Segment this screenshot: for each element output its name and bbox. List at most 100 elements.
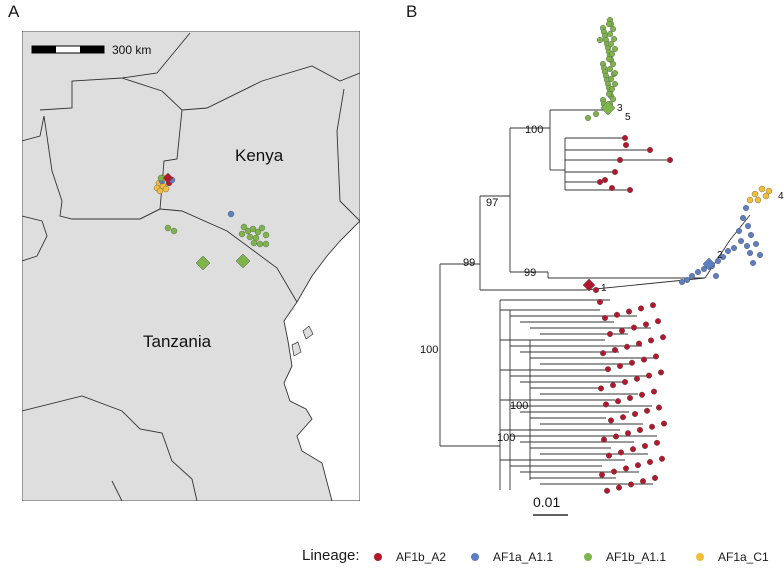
sample-point (621, 134, 628, 141)
scale-bar-seg-3 (80, 46, 104, 53)
reference-diamond (162, 172, 174, 184)
sample-point (646, 146, 653, 153)
sample-point (605, 90, 612, 97)
sample-point (757, 251, 764, 258)
border-southwest (111, 480, 123, 501)
marker-label: 2 (717, 250, 723, 261)
sample-point (636, 427, 643, 434)
phylogeny-panel: 100 97 99 99 100 100 100 1 2 3 4 5 0.01 (420, 16, 784, 516)
sample-point (601, 176, 608, 183)
sample-point (606, 331, 613, 338)
sample-point (627, 481, 634, 488)
sample-point (643, 407, 650, 414)
sample-point (609, 95, 616, 102)
sample-point (642, 321, 649, 328)
sample-point (605, 452, 612, 459)
island-pemba (302, 325, 314, 340)
sample-point (622, 141, 629, 148)
border-lake-west (22, 215, 48, 262)
map-sample-points (153, 172, 270, 271)
sample-point (619, 414, 626, 421)
marker-label: 1 (601, 283, 607, 294)
border-kenya-north (181, 65, 360, 111)
sample-point (614, 398, 621, 405)
sample-point (592, 110, 599, 117)
sample-point (765, 187, 773, 195)
sample-point (170, 227, 178, 235)
reference-diamond (582, 278, 596, 292)
sample-point (596, 299, 603, 306)
sample-point (624, 430, 631, 437)
legend-swatch (374, 553, 382, 561)
sample-point (607, 75, 614, 82)
sample-point (164, 224, 172, 232)
country-label-tanzania: Tanzania (143, 332, 212, 351)
tree-scale-label: 0.01 (533, 494, 560, 510)
sample-point (622, 465, 629, 472)
sample-point (639, 478, 646, 485)
bootstrap-label: 100 (497, 432, 515, 444)
sample-point (628, 359, 635, 366)
legend-label: AF1a_C1 (718, 550, 769, 564)
sample-point (747, 249, 754, 256)
sample-point (608, 85, 615, 92)
legend-item: AF1a_A1.1 (471, 550, 553, 564)
sample-point (611, 80, 618, 87)
reference-diamond (702, 257, 716, 271)
sample-point (635, 340, 642, 347)
sample-point (623, 343, 630, 350)
sample-point (616, 156, 623, 163)
bootstrap-label: 97 (486, 197, 498, 209)
sample-point (162, 185, 170, 193)
sample-point (633, 375, 640, 382)
legend-title: Lineage: (302, 547, 360, 564)
sample-point (256, 240, 264, 248)
sample-point (605, 20, 612, 27)
tree-branches (439, 109, 751, 490)
sample-point (736, 227, 743, 234)
sample-point (626, 395, 633, 402)
sample-point (262, 240, 270, 248)
sample-point (762, 192, 770, 200)
ocean (283, 220, 360, 501)
sample-point (156, 187, 164, 195)
bootstrap-label: 100 (420, 344, 438, 356)
marker-label: 4 (778, 191, 784, 202)
sample-point (660, 334, 667, 341)
sample-point (637, 305, 644, 312)
sample-point (661, 420, 668, 427)
sample-point (608, 184, 615, 191)
sample-point (689, 273, 696, 280)
sample-point (659, 455, 666, 462)
sample-point (249, 225, 257, 233)
sample-point (596, 178, 603, 185)
sample-point (258, 224, 266, 232)
sample-point (650, 388, 657, 395)
bootstrap-labels: 100 97 99 99 100 100 100 (420, 124, 543, 444)
sample-point (647, 337, 654, 344)
country-label-kenya: Kenya (235, 146, 284, 165)
tree-tips (582, 16, 773, 494)
sample-point (609, 382, 616, 389)
sample-point (254, 228, 262, 236)
legend: Lineage: AF1b_A2 AF1a_A1.1 AF1b_A1.1 AF1… (0, 544, 784, 571)
sample-point (745, 222, 752, 229)
bootstrap-label: 99 (524, 267, 536, 279)
legend-label: AF1b_A1.1 (606, 550, 667, 564)
sample-point (748, 231, 755, 238)
sample-point (606, 31, 613, 38)
border-tanzania-south (22, 395, 198, 501)
sample-point (599, 350, 606, 357)
island-zanzibar (291, 341, 302, 357)
sample-point (613, 311, 620, 318)
sample-point (646, 459, 653, 466)
sample-point (596, 37, 603, 44)
sample-point (621, 379, 628, 386)
sample-point (634, 462, 641, 469)
sample-point (610, 36, 617, 43)
scale-bar-seg-1 (32, 46, 56, 53)
marker-label: 5 (625, 112, 631, 123)
sample-point (612, 433, 619, 440)
sample-point (246, 233, 254, 241)
sample-point (713, 273, 720, 280)
